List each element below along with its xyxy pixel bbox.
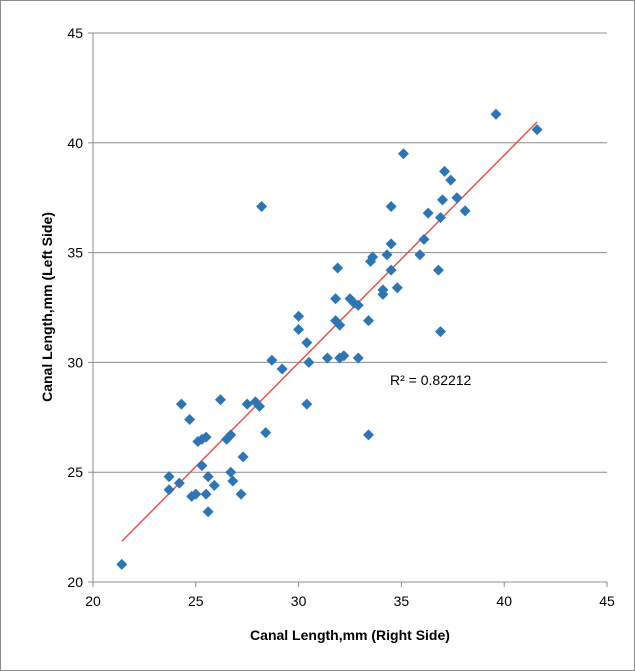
y-tick-label: 45 bbox=[67, 25, 83, 41]
data-point bbox=[434, 326, 446, 338]
data-point bbox=[338, 350, 350, 362]
data-point bbox=[301, 398, 313, 410]
data-point bbox=[303, 356, 315, 368]
x-tick-label: 30 bbox=[291, 593, 307, 609]
data-point bbox=[227, 475, 239, 487]
data-point bbox=[363, 429, 375, 441]
data-point bbox=[254, 400, 266, 412]
data-point bbox=[200, 431, 212, 443]
data-point bbox=[531, 124, 543, 136]
data-point bbox=[293, 323, 305, 335]
data-point bbox=[363, 315, 375, 327]
r-squared-annotation: R² = 0.82212 bbox=[390, 372, 472, 388]
data-point bbox=[385, 200, 397, 212]
trendline bbox=[121, 121, 538, 542]
trendline-group bbox=[121, 121, 538, 542]
x-tick-label: 25 bbox=[188, 593, 204, 609]
data-point bbox=[459, 205, 471, 217]
x-tick-label: 45 bbox=[599, 593, 615, 609]
x-axis-label: Canal Length,mm (Right Side) bbox=[250, 627, 450, 643]
data-point bbox=[163, 484, 175, 496]
y-tick-label: 25 bbox=[67, 464, 83, 480]
x-tick-label: 35 bbox=[394, 593, 410, 609]
data-point bbox=[321, 352, 333, 364]
data-point bbox=[377, 288, 389, 300]
gridlines bbox=[93, 32, 607, 473]
data-points bbox=[116, 108, 543, 570]
data-point bbox=[237, 451, 249, 463]
data-point bbox=[235, 488, 247, 500]
data-point bbox=[293, 310, 305, 322]
data-point bbox=[352, 352, 364, 364]
data-point bbox=[434, 211, 446, 223]
data-point bbox=[352, 299, 364, 311]
x-tick-label: 40 bbox=[496, 593, 512, 609]
data-point bbox=[190, 488, 202, 500]
data-point bbox=[445, 174, 457, 186]
data-point bbox=[432, 264, 444, 276]
data-point bbox=[397, 148, 409, 160]
data-point bbox=[334, 319, 346, 331]
axes bbox=[88, 32, 608, 587]
data-point bbox=[241, 398, 253, 410]
data-point bbox=[414, 249, 426, 261]
y-tick-label: 40 bbox=[67, 135, 83, 151]
y-tick-label: 30 bbox=[67, 354, 83, 370]
data-point bbox=[202, 506, 214, 518]
y-axis-label: Canal Length,mm (Left Side) bbox=[39, 212, 55, 402]
data-point bbox=[184, 413, 196, 425]
data-point bbox=[451, 192, 463, 204]
data-point bbox=[225, 429, 237, 441]
data-point bbox=[385, 264, 397, 276]
data-point bbox=[260, 427, 272, 439]
data-point bbox=[256, 200, 268, 212]
data-point bbox=[202, 471, 214, 483]
data-point bbox=[196, 460, 208, 472]
data-point bbox=[367, 251, 379, 263]
data-point bbox=[163, 471, 175, 483]
data-point bbox=[385, 238, 397, 250]
data-point bbox=[332, 262, 344, 274]
data-point bbox=[208, 479, 220, 491]
tick-labels: 20 25 30 35 40 45 20 25 30 35 40 45 bbox=[67, 25, 615, 609]
data-point bbox=[249, 396, 261, 408]
data-point bbox=[439, 165, 451, 177]
data-point bbox=[173, 477, 185, 489]
data-point bbox=[214, 394, 226, 406]
data-point bbox=[301, 337, 313, 349]
x-tick-label: 20 bbox=[85, 593, 101, 609]
data-point bbox=[276, 363, 288, 375]
data-point bbox=[381, 249, 393, 261]
data-point bbox=[391, 282, 403, 294]
data-point bbox=[490, 108, 502, 120]
data-point bbox=[175, 398, 187, 410]
data-point bbox=[422, 207, 434, 219]
data-point bbox=[330, 293, 342, 305]
data-point bbox=[418, 233, 430, 245]
y-tick-label: 20 bbox=[67, 574, 83, 590]
y-tick-label: 35 bbox=[67, 245, 83, 261]
data-point bbox=[116, 558, 128, 570]
data-point bbox=[437, 194, 449, 206]
data-point bbox=[225, 466, 237, 478]
data-point bbox=[266, 354, 278, 366]
data-point bbox=[200, 488, 212, 500]
